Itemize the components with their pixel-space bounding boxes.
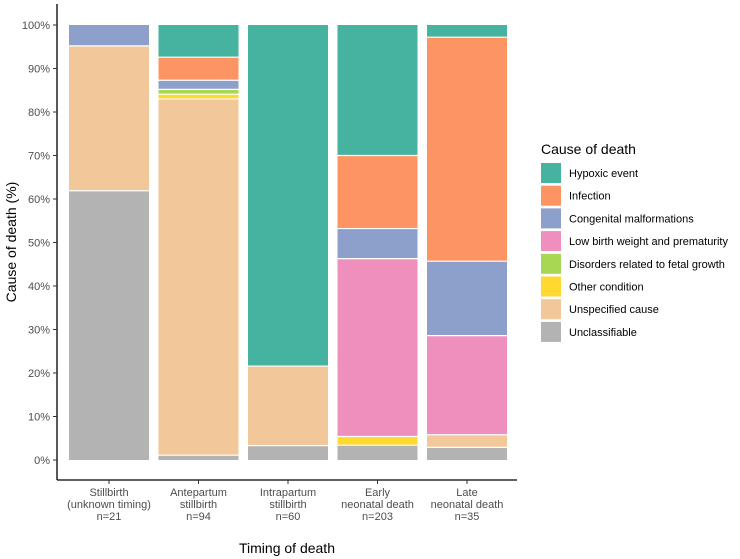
legend: Cause of death Hypoxic event Infection Con… [541, 141, 728, 342]
y-tick-label: 70% [28, 151, 50, 163]
bar-segment-3-5 [337, 228, 418, 259]
bar-segment-3-0 [337, 445, 418, 460]
legend-title: Cause of death [541, 141, 636, 157]
legend-swatch [541, 231, 561, 252]
bar-segment-0-0 [69, 190, 149, 461]
bar-segment-3-6 [337, 155, 418, 229]
bar-segment-4-6 [427, 37, 507, 262]
bar-segment-4-5 [427, 261, 507, 336]
x-tick-label: n=35 [455, 511, 480, 523]
bar-segment-0-5 [69, 25, 149, 46]
x-tick-label: n=21 [97, 511, 122, 523]
x-tick-label: Intrapartum [260, 487, 316, 499]
bar-segment-1-3 [158, 89, 239, 95]
bar-segment-2-7 [248, 25, 328, 367]
bar-segment-1-6 [158, 57, 239, 81]
legend-label: Hypoxic event [569, 168, 638, 180]
bar-segment-4-7 [427, 25, 507, 38]
legend-label: Infection [569, 191, 611, 203]
x-tick-label: Stillbirth [89, 487, 128, 499]
y-tick-label: 0% [34, 455, 50, 467]
y-tick-label: 10% [28, 412, 50, 424]
y-tick-label: 30% [28, 325, 50, 337]
legend-label: Congenital malformations [569, 213, 694, 225]
bar-segment-1-2 [158, 94, 239, 99]
bar-segment-4-0 [427, 447, 507, 460]
legend-swatch [541, 185, 561, 206]
y-tick-label: 60% [28, 194, 50, 206]
x-tick-label: stillbirth [269, 499, 306, 511]
x-tick-label: Early [365, 487, 391, 499]
x-tick-label: n=60 [276, 511, 301, 523]
legend-label: Disorders related to fetal growth [569, 259, 725, 271]
x-axis-title: Timing of death [239, 540, 335, 556]
bar-segment-0-1 [69, 45, 149, 191]
legend-label: Unspecified cause [569, 304, 659, 316]
y-tick-label: 50% [28, 238, 50, 250]
bar-segment-3-4 [337, 258, 418, 437]
bar-segment-1-5 [158, 80, 239, 90]
bar-segment-3-2 [337, 436, 418, 446]
y-axis: 0% 10% 20% 30% 40% 50% 60% 70% 80% 90% 100% [22, 4, 58, 480]
bar-segment-4-4 [427, 335, 507, 435]
x-tick-label: neonatal death [431, 499, 504, 511]
x-tick-label: n=203 [362, 511, 393, 523]
x-tick-label: Late [456, 487, 477, 499]
y-tick-label: 100% [22, 20, 50, 32]
y-axis-title: Cause of death (%) [3, 182, 19, 303]
legend-swatch [541, 276, 561, 297]
legend-swatch [541, 163, 561, 183]
legend-swatch [541, 299, 561, 320]
legend-label: Unclassifiable [569, 327, 637, 339]
y-tick-label: 40% [28, 281, 50, 293]
legend-swatch [541, 321, 561, 342]
bar-segment-1-7 [158, 25, 239, 58]
bar-segment-2-0 [248, 445, 328, 460]
y-tick-label: 80% [28, 107, 50, 119]
bar-segment-1-0 [158, 455, 239, 460]
x-tick-label: neonatal death [341, 499, 414, 511]
legend-swatch [541, 253, 561, 274]
bar-segment-1-1 [158, 98, 239, 456]
bar-segment-2-1 [248, 366, 328, 446]
y-tick-label: 20% [28, 368, 50, 380]
bar-segment-3-7 [337, 25, 418, 156]
bar-segment-4-1 [427, 434, 507, 448]
legend-label: Low birth weight and prematurity [569, 236, 728, 248]
x-tick-label: stillbirth [180, 499, 217, 511]
legend-swatch [541, 208, 561, 229]
x-tick-label: n=94 [186, 511, 211, 523]
x-tick-label: Antepartum [170, 487, 227, 499]
y-tick-label: 90% [28, 64, 50, 76]
x-axis: Stillbirth(unknown timing)n=21 Antepartum… [57, 479, 517, 523]
legend-label: Other condition [569, 282, 644, 294]
bars-layer [69, 25, 507, 461]
x-tick-label: (unknown timing) [67, 499, 151, 511]
